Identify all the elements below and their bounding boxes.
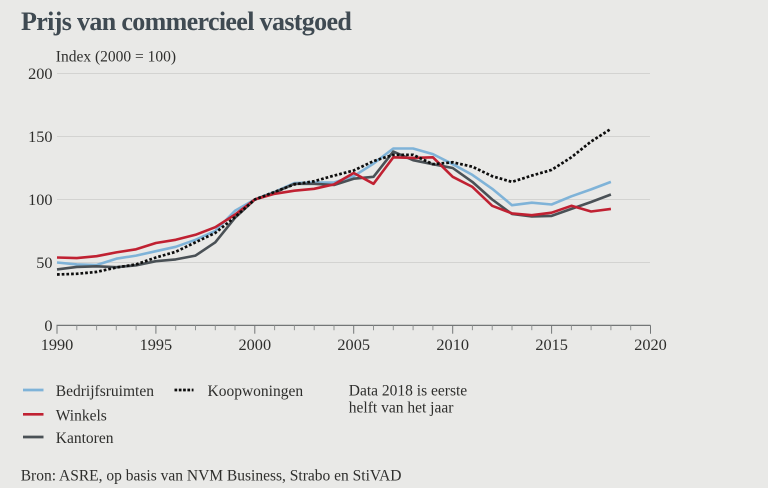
svg-text:2010: 2010	[436, 335, 469, 354]
svg-text:1990: 1990	[41, 335, 74, 354]
svg-text:Data 2018 is eerste: Data 2018 is eerste	[349, 383, 467, 400]
svg-text:Bron: ASRE, op basis van NVM B: Bron: ASRE, op basis van NVM Business, S…	[21, 467, 402, 484]
svg-text:0: 0	[44, 316, 52, 335]
svg-text:200: 200	[28, 64, 52, 83]
svg-text:2015: 2015	[535, 335, 568, 354]
svg-text:2005: 2005	[337, 335, 370, 354]
svg-text:Koopwoningen: Koopwoningen	[208, 383, 304, 400]
svg-text:2000: 2000	[239, 335, 272, 354]
svg-text:helft van het jaar: helft van het jaar	[349, 400, 454, 417]
svg-text:1995: 1995	[140, 335, 173, 354]
svg-text:150: 150	[28, 127, 52, 146]
svg-text:Kantoren: Kantoren	[56, 430, 114, 447]
svg-text:Winkels: Winkels	[56, 407, 107, 424]
svg-text:50: 50	[36, 253, 52, 272]
svg-text:100: 100	[28, 190, 52, 209]
svg-text:2020: 2020	[634, 335, 667, 354]
svg-text:Index (2000 = 100): Index (2000 = 100)	[56, 49, 176, 66]
svg-text:Bedrijfsruimten: Bedrijfsruimten	[56, 383, 154, 400]
